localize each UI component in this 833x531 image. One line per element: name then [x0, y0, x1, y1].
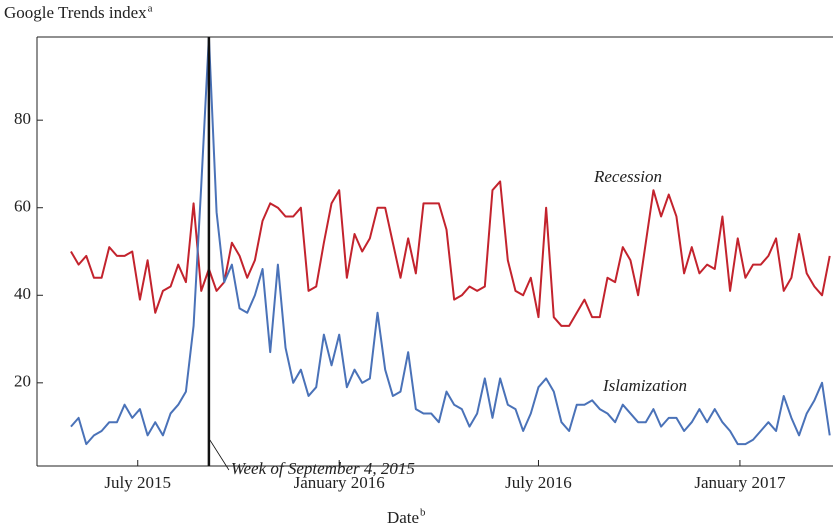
y-tick-label: 40 [14, 284, 31, 303]
x-tick-label: July 2015 [104, 473, 171, 492]
plot-area [70, 37, 831, 446]
y-axis-label: Google Trends index [4, 3, 147, 22]
series-line [70, 37, 831, 446]
series-line [70, 180, 831, 327]
annotation-text: Week of September 4, 2015 [231, 459, 415, 478]
y-tick-label: 20 [14, 372, 31, 391]
series-label: Recession [593, 167, 662, 186]
y-axis-label-note: a [148, 3, 153, 15]
x-tick-label: January 2017 [694, 473, 786, 492]
annotation-leader [209, 439, 230, 471]
x-tick-label: July 2016 [505, 473, 572, 492]
x-tick-label: January 2016 [294, 473, 385, 492]
x-axis-label-note: b [420, 507, 426, 519]
x-axis-label: Date [387, 508, 419, 527]
series-label: Islamization [602, 376, 687, 395]
y-tick-label: 80 [14, 109, 31, 128]
y-tick-label: 60 [14, 197, 31, 216]
